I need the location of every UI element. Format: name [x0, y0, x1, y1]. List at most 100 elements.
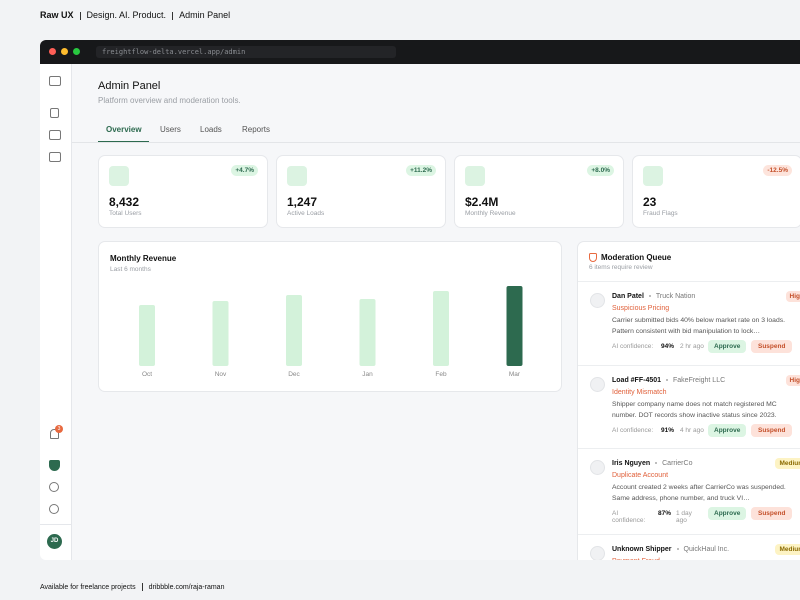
stat-label: Active Loads: [287, 210, 325, 217]
x-tick-label: Oct: [142, 371, 152, 378]
title-bar: freightflow-delta.vercel.app/admin: [40, 40, 800, 64]
suspend-button[interactable]: Suspend: [751, 340, 793, 353]
stat-icon: [287, 166, 307, 186]
stat-icon: [643, 166, 663, 186]
divider: [40, 524, 72, 525]
item-avatar: [590, 377, 605, 392]
confidence-label: AI confidence:: [612, 343, 654, 350]
close-dot[interactable]: [49, 48, 56, 55]
item-org: Truck Nation: [655, 293, 696, 300]
grid-icon[interactable]: [50, 108, 59, 118]
shield-icon: [589, 253, 597, 262]
toggle-icon[interactable]: [49, 76, 61, 86]
x-tick-label: Nov: [215, 371, 227, 378]
description: Carrier submitted bids 40% below market …: [612, 317, 786, 335]
item-org: QuickHaul Inc.: [683, 546, 730, 553]
min-dot[interactable]: [61, 48, 68, 55]
moderation-panel: Moderation Queue 6 items require review …: [577, 241, 800, 560]
max-dot[interactable]: [73, 48, 80, 55]
separator: [141, 583, 143, 591]
suspend-button[interactable]: Suspend: [751, 507, 793, 520]
url-bar[interactable]: freightflow-delta.vercel.app/admin: [96, 46, 396, 58]
approve-button[interactable]: Approve: [708, 340, 747, 353]
footer: Available for freelance projects dribbble…: [40, 583, 224, 591]
dot-separator: [655, 462, 658, 465]
item-name: Unknown Shipper: [612, 546, 672, 553]
stat-label: Fraud Flags: [643, 210, 678, 217]
approve-button[interactable]: Approve: [708, 424, 747, 437]
shield-icon[interactable]: [49, 460, 60, 471]
chart: Oct Nov Dec Jan Feb Mar: [139, 286, 523, 378]
dot-separator: [648, 295, 651, 298]
tab[interactable]: Users: [160, 125, 181, 134]
x-tick-label: Dec: [288, 371, 300, 378]
severity: Medium: [775, 458, 800, 469]
issue: Identity Mismatch: [612, 389, 667, 396]
dot-separator: [676, 548, 679, 551]
x-tick-label: Jan: [362, 371, 373, 378]
settings-icon[interactable]: [49, 482, 59, 492]
footer-link[interactable]: dribbble.com/raja-raman: [148, 583, 225, 591]
stat-icon: [109, 166, 129, 186]
item-org: CarrierCo: [662, 460, 693, 467]
stat-value: 23: [643, 195, 657, 209]
suspend-button[interactable]: Suspend: [751, 424, 793, 437]
bar: [286, 295, 302, 366]
page-subtitle: Platform overview and moderation tools.: [98, 96, 241, 105]
item-head: Load #FF-4501 FakeFreight LLC: [612, 377, 725, 384]
confidence-label: AI confidence:: [612, 427, 654, 434]
bar: [212, 301, 229, 366]
tab[interactable]: Reports: [242, 125, 271, 134]
stat-value: 8,432: [109, 195, 140, 209]
browser-window: freightflow-delta.vercel.app/admin 3 JD …: [40, 40, 800, 560]
queue-item: Unknown Shipper QuickHaul Inc. Medium Payme…: [578, 534, 800, 560]
time: 2 hr ago: [680, 343, 704, 350]
item-head: Dan Patel Truck Nation: [612, 293, 695, 300]
item-head: Unknown Shipper QuickHaul Inc.: [612, 546, 729, 553]
item-name: Dan Patel: [612, 293, 644, 300]
chat-icon[interactable]: [49, 152, 61, 162]
chart-card: Monthly Revenue Last 6 months Oct Nov Dec J…: [98, 241, 562, 392]
queue-item: Iris Nguyen CarrierCo Medium Duplicate Acco…: [578, 448, 800, 532]
header-text: Design. AI. Product.: [86, 10, 167, 20]
chart-subtitle: Last 6 months: [110, 266, 151, 273]
panel-title: Moderation Queue: [601, 253, 672, 262]
queue-item: Load #FF-4501 FakeFreight LLC High Identity…: [578, 365, 800, 449]
item-org: FakeFreight LLC: [673, 377, 726, 384]
confidence: 87%: [658, 510, 672, 517]
notification-badge: 3: [55, 425, 63, 433]
item-avatar: [590, 293, 605, 308]
item-avatar: [590, 460, 605, 475]
severity: High: [785, 375, 800, 386]
stat-value: $2.4M: [465, 195, 499, 209]
avatar[interactable]: JD: [47, 534, 62, 549]
stat-label: Monthly Revenue: [465, 210, 516, 217]
bell-icon[interactable]: [50, 429, 59, 439]
stat-card: -12.5% 23 Fraud Flags: [632, 155, 800, 228]
description: Shipper company name does not match regi…: [612, 401, 777, 419]
tab[interactable]: Overview: [106, 125, 142, 134]
stat-change: +4.7%: [231, 165, 258, 176]
issue: Duplicate Account: [612, 472, 669, 479]
tab[interactable]: Loads: [200, 125, 222, 134]
stat-change: +8.0%: [587, 165, 614, 176]
item-name: Iris Nguyen: [612, 460, 651, 467]
header: Raw UX Design. AI. Product. Admin Panel: [40, 10, 230, 20]
x-tick-label: Mar: [509, 371, 521, 378]
stat-card: +4.7% 8,432 Total Users: [98, 155, 268, 228]
brand: Raw UX: [40, 10, 74, 20]
help-icon[interactable]: [49, 504, 59, 514]
sidebar: 3 JD: [40, 64, 72, 560]
bar: [139, 305, 155, 366]
separator: [79, 11, 81, 20]
stat-change: -12.5%: [763, 165, 792, 176]
time: 1 day ago: [676, 510, 692, 524]
stat-change: +11.2%: [406, 165, 436, 176]
severity: Medium: [775, 544, 800, 555]
approve-button[interactable]: Approve: [708, 507, 747, 520]
panel-subtitle: 6 items require review: [589, 264, 653, 271]
truck-icon[interactable]: [49, 130, 61, 140]
x-tick-label: Feb: [435, 371, 447, 378]
item-name: Load #FF-4501: [612, 377, 662, 384]
